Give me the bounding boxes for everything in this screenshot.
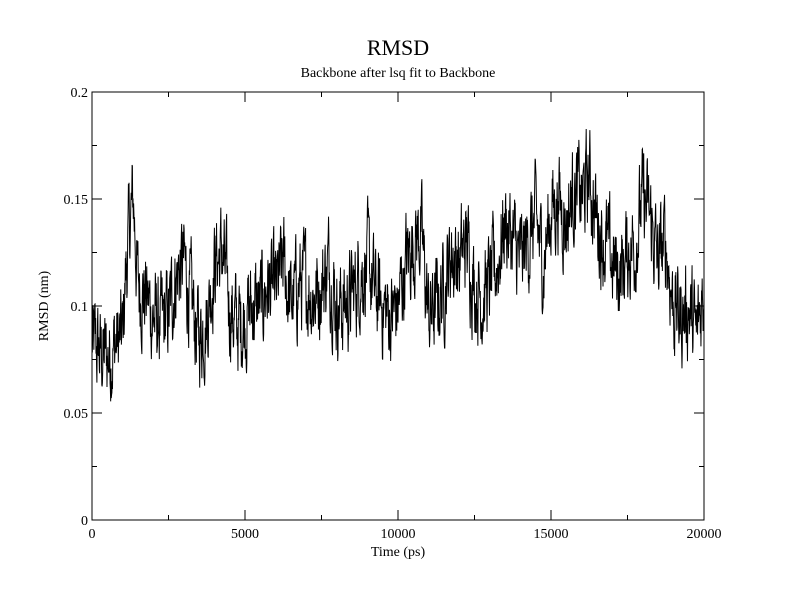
x-tick-label: 15000 bbox=[534, 527, 569, 542]
axis-tick-labels: 0 5000 10000 15000 20000 0 0.05 0.1 0.15 0.2 bbox=[64, 86, 722, 542]
rmsd-series-line bbox=[91, 128, 705, 402]
x-axis-label: Time (ps) bbox=[371, 545, 426, 560]
y-axis-label: RMSD (nm) bbox=[37, 270, 52, 341]
y-tick-label: 0.1 bbox=[71, 300, 89, 315]
y-tick-label: 0.15 bbox=[64, 193, 89, 208]
chart-subtitle: Backbone after lsq fit to Backbone bbox=[301, 66, 496, 81]
chart-title: RMSD bbox=[367, 35, 429, 60]
x-tick-label: 5000 bbox=[231, 527, 259, 542]
y-tick-label: 0.05 bbox=[64, 407, 89, 422]
y-tick-label: 0 bbox=[81, 514, 88, 529]
x-tick-label: 10000 bbox=[381, 527, 416, 542]
x-tick-label: 0 bbox=[89, 527, 96, 542]
y-tick-label: 0.2 bbox=[71, 86, 89, 101]
x-tick-label: 20000 bbox=[687, 527, 722, 542]
